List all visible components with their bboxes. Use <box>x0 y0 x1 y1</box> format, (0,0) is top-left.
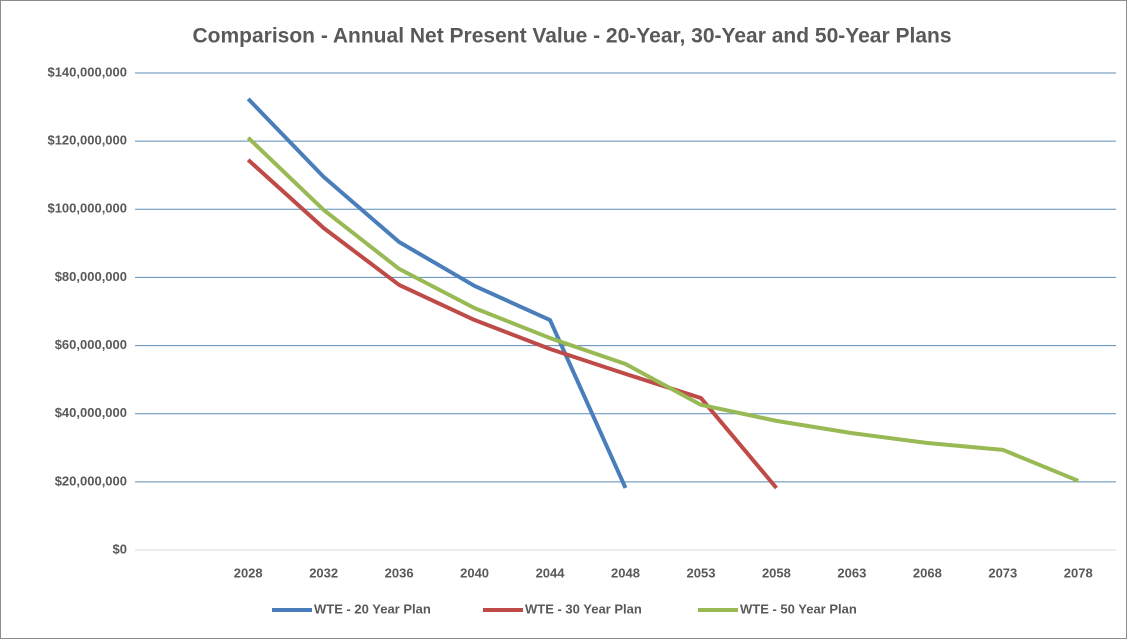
x-tick-label: 2044 <box>536 565 566 580</box>
x-tick-label: 2032 <box>309 565 338 580</box>
legend-label: WTE - 30 Year Plan <box>525 601 642 616</box>
legend-label: WTE - 50 Year Plan <box>740 601 857 616</box>
x-tick-label: 2048 <box>611 565 640 580</box>
y-tick-label: $140,000,000 <box>47 64 127 79</box>
y-tick-label: $0 <box>113 541 127 556</box>
x-tick-label: 2068 <box>913 565 942 580</box>
y-tick-label: $120,000,000 <box>47 133 127 148</box>
x-tick-label: 2036 <box>385 565 414 580</box>
line-series <box>246 158 778 490</box>
legend-label: WTE - 20 Year Plan <box>314 601 431 616</box>
x-tick-label: 2040 <box>460 565 489 580</box>
y-tick-label: $80,000,000 <box>55 269 127 284</box>
line-series <box>246 136 1080 483</box>
x-tick-label: 2053 <box>687 565 716 580</box>
line-series <box>246 97 628 489</box>
x-tick-label: 2073 <box>988 565 1017 580</box>
x-tick-label: 2058 <box>762 565 791 580</box>
y-tick-label: $60,000,000 <box>55 337 127 352</box>
x-tick-label: 2078 <box>1064 565 1093 580</box>
x-tick-label: 2028 <box>234 565 263 580</box>
y-tick-label: $40,000,000 <box>55 405 127 420</box>
chart-title: Comparison - Annual Net Present Value - … <box>192 25 951 48</box>
y-tick-label: $100,000,000 <box>47 201 127 216</box>
x-tick-label: 2063 <box>837 565 866 580</box>
y-tick-label: $20,000,000 <box>55 473 127 488</box>
